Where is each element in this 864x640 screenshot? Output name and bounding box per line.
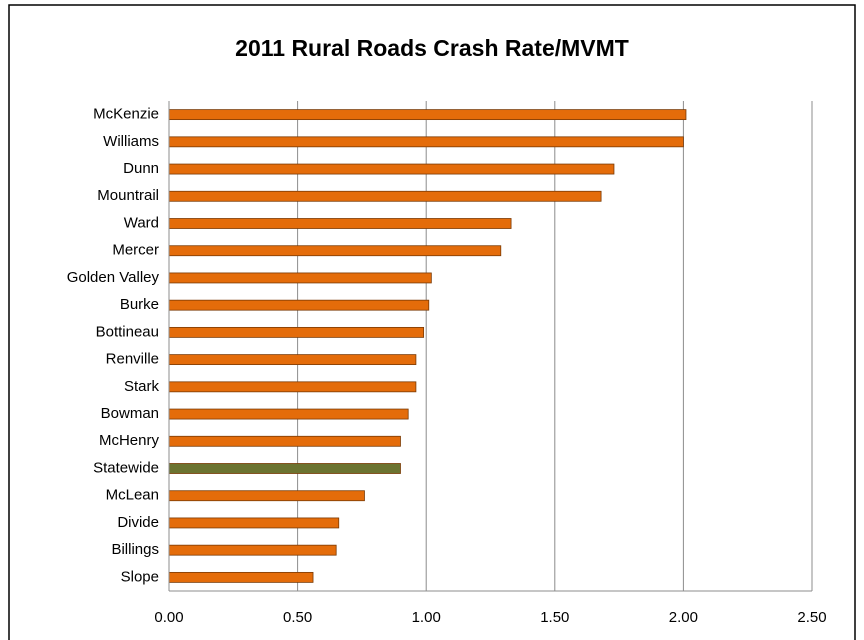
bar [168,571,314,583]
bar [168,109,687,121]
bar [168,136,684,148]
y-tick-label: Burke [120,296,159,313]
x-tick-label: 0.50 [283,609,312,626]
bar [168,435,401,447]
bar [168,544,337,556]
y-tick-label: Divide [117,514,159,531]
bar [168,463,401,474]
bar [168,490,365,502]
x-tick-label: 2.00 [669,609,698,626]
y-tick-label: Renville [106,351,159,368]
y-tick-label: Stark [124,378,160,395]
bar [168,408,409,420]
bar [168,190,602,202]
y-tick-label: Mountrail [97,187,159,204]
x-tick-label: 0.00 [154,609,183,626]
bar [168,272,432,284]
bar [168,299,430,311]
bar [168,218,512,229]
y-tick-label: McHenry [99,432,160,449]
bar [168,517,340,529]
bar [168,245,502,257]
y-tick-label: Bowman [101,405,159,422]
y-tick-label: McLean [106,487,159,504]
bar [168,326,425,338]
y-tick-label: Dunn [123,160,159,177]
y-tick-label: McKenzie [93,106,159,123]
y-tick-label: Bottineau [96,323,159,340]
y-tick-label: Slope [121,568,159,585]
x-tick-label: 1.00 [412,609,441,626]
bar [168,163,615,175]
x-tick-label: 1.50 [540,609,569,626]
y-tick-label: Billings [111,541,159,558]
y-tick-label: Ward [124,214,159,231]
y-tick-label: Golden Valley [67,269,160,286]
y-tick-label: Mercer [112,242,159,259]
x-tick-label: 2.50 [797,609,826,626]
bar [168,354,417,366]
y-tick-label: Williams [103,133,159,150]
y-tick-label: Statewide [93,459,159,476]
bar [168,381,417,393]
chart-title: 2011 Rural Roads Crash Rate/MVMT [235,35,629,61]
